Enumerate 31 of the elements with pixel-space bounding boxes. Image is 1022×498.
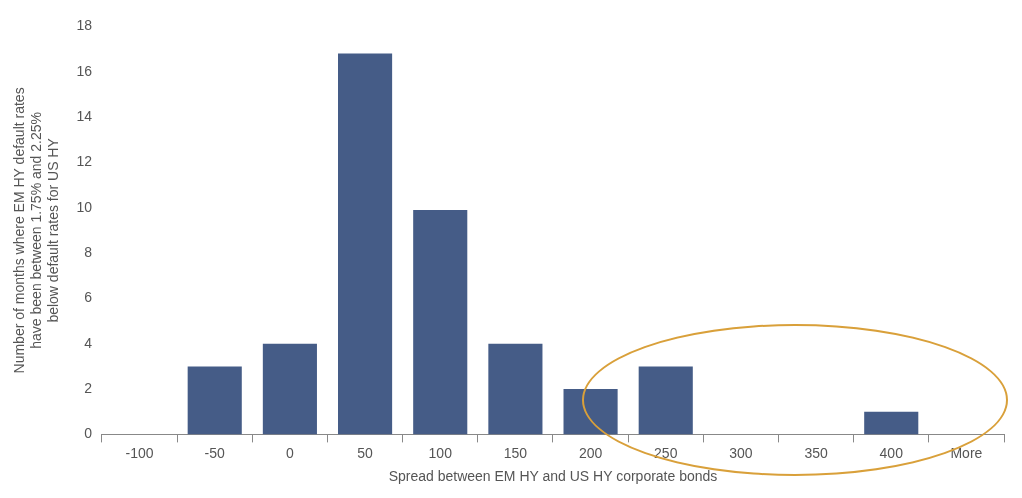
bar	[262, 343, 317, 435]
y-tick-label: 14	[76, 107, 93, 124]
y-tick-label: 0	[84, 425, 93, 442]
x-tick-label: More	[950, 444, 983, 461]
x-tick-label: -100	[125, 444, 154, 461]
y-tick-label: 2	[84, 379, 93, 396]
x-tick-label: 0	[286, 444, 294, 461]
x-tick-label: 300	[729, 444, 753, 461]
y-tick-label: 10	[76, 198, 93, 215]
x-tick-label: 200	[578, 444, 603, 461]
x-tick-label: 350	[804, 444, 828, 461]
bar	[413, 210, 468, 435]
bar	[864, 411, 919, 435]
y-tick-label: 4	[84, 334, 93, 351]
bar	[488, 343, 543, 435]
x-tick-label: 50	[357, 444, 374, 461]
y-axis-title: Number of months where EM HY default rates have been between 1.75% and 2.25% below default rates for US HY	[11, 87, 61, 374]
x-axis-title: Spread between EM HY and US HY corporate bonds	[388, 468, 718, 485]
y-tick-label: 12	[76, 153, 93, 170]
y-tick-label: 16	[76, 62, 93, 79]
y-tick-label: 6	[84, 289, 93, 306]
bar	[638, 366, 693, 435]
x-tick-label: 100	[428, 444, 453, 461]
bar	[338, 53, 393, 435]
bar	[187, 366, 242, 435]
bar	[563, 389, 618, 435]
x-tick-label: 400	[879, 444, 904, 461]
x-tick-label: 150	[503, 444, 528, 461]
y-tick-label: 8	[84, 243, 93, 260]
x-tick-label: -50	[204, 444, 226, 461]
y-tick-label: 18	[76, 17, 93, 34]
